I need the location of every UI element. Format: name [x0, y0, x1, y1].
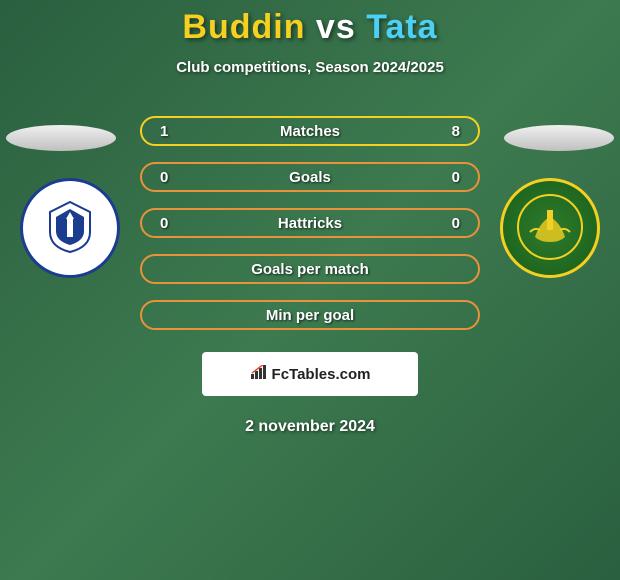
psis-crest-icon — [40, 197, 100, 257]
page-title: Buddin vs Tata — [182, 8, 437, 47]
player-oval-left — [6, 125, 116, 151]
player-oval-right — [504, 125, 614, 151]
persebaya-crest-icon — [515, 192, 585, 262]
title-player2: Tata — [366, 8, 437, 46]
stat-row-min-per-goal: Min per goal — [140, 300, 480, 330]
title-vs: vs — [316, 8, 356, 46]
subtitle: Club competitions, Season 2024/2025 — [176, 59, 444, 76]
watermark-text: FcTables.com — [272, 366, 371, 383]
chart-icon — [250, 365, 268, 384]
stat-value-right: 0 — [440, 169, 460, 186]
stat-value-left: 1 — [160, 123, 180, 140]
stat-label: Goals per match — [251, 261, 369, 278]
stat-label: Min per goal — [266, 307, 354, 324]
stat-label: Goals — [289, 169, 331, 186]
club-badge-left-label — [40, 197, 100, 260]
stat-row-hattricks: 0 Hattricks 0 — [140, 208, 480, 238]
date-text: 2 november 2024 — [245, 418, 375, 436]
stat-value-left: 0 — [160, 215, 180, 232]
stat-row-matches: 1 Matches 8 — [140, 116, 480, 146]
stat-value-right: 8 — [440, 123, 460, 140]
stat-value-right: 0 — [440, 215, 460, 232]
club-badge-right-label — [515, 192, 585, 264]
club-badge-left — [20, 178, 120, 278]
stat-value-left: 0 — [160, 169, 180, 186]
stat-row-goals-per-match: Goals per match — [140, 254, 480, 284]
stats-container: 1 Matches 8 0 Goals 0 0 Hattricks 0 Goals per mat… — [140, 116, 480, 346]
stat-label: Hattricks — [278, 215, 342, 232]
stat-row-goals: 0 Goals 0 — [140, 162, 480, 192]
title-player1: Buddin — [182, 8, 305, 46]
club-badge-right — [500, 178, 600, 278]
stat-label: Matches — [280, 123, 340, 140]
watermark-box: FcTables.com — [202, 352, 418, 396]
